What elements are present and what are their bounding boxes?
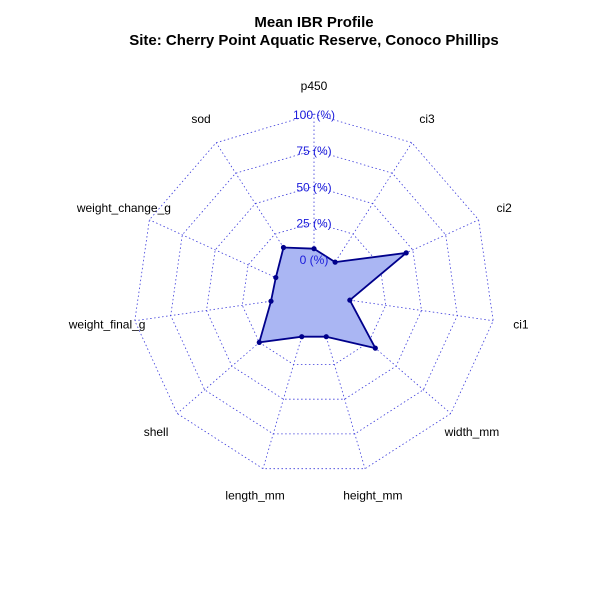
axis-label: ci1 bbox=[513, 318, 529, 332]
tick-label: 50 (%) bbox=[296, 180, 331, 194]
series-area bbox=[258, 246, 408, 350]
axis-label: weight_final_g bbox=[68, 318, 146, 332]
data-point bbox=[273, 274, 279, 281]
grid-ring bbox=[134, 113, 494, 470]
data-point bbox=[372, 345, 378, 351]
data-point bbox=[268, 298, 274, 304]
grid-ring bbox=[206, 185, 422, 400]
axis-label: ci3 bbox=[419, 112, 435, 126]
axis-label: shell bbox=[144, 425, 169, 439]
axis-label: length_mm bbox=[225, 489, 284, 503]
data-point bbox=[280, 244, 287, 251]
data-point bbox=[332, 259, 338, 265]
data-point bbox=[403, 250, 409, 256]
chart-title: Mean IBR Profile bbox=[254, 14, 373, 31]
data-point bbox=[311, 246, 317, 252]
axis-label: ci2 bbox=[496, 201, 512, 215]
axis-label: width_mm bbox=[444, 425, 500, 439]
tick-label: 0 (%) bbox=[300, 253, 329, 267]
axis-label: weight_change_g bbox=[76, 201, 171, 215]
tick-label: 25 (%) bbox=[296, 217, 331, 231]
axis-label: p450 bbox=[301, 79, 328, 93]
data-point bbox=[323, 334, 329, 340]
chart-subtitle: Site: Cherry Point Aquatic Reserve, Cono… bbox=[129, 32, 499, 49]
radar-axis-labels: p450 ci3 ci2 ci1 width_mm height_mm length_mm s… bbox=[68, 79, 529, 503]
axis-label: height_mm bbox=[343, 489, 402, 503]
grid-ring bbox=[241, 222, 387, 365]
radar-series bbox=[256, 244, 409, 351]
tick-label: 100 (%) bbox=[293, 108, 335, 122]
data-point bbox=[299, 334, 305, 340]
data-point bbox=[347, 297, 353, 303]
grid-ring bbox=[170, 149, 458, 435]
data-point bbox=[256, 339, 262, 346]
tick-label: 75 (%) bbox=[296, 144, 331, 158]
axis-label: sod bbox=[191, 112, 210, 126]
radar-tick-labels: 0 (%) 25 (%) 50 (%) 75 (%) 100 (%) bbox=[293, 108, 335, 267]
